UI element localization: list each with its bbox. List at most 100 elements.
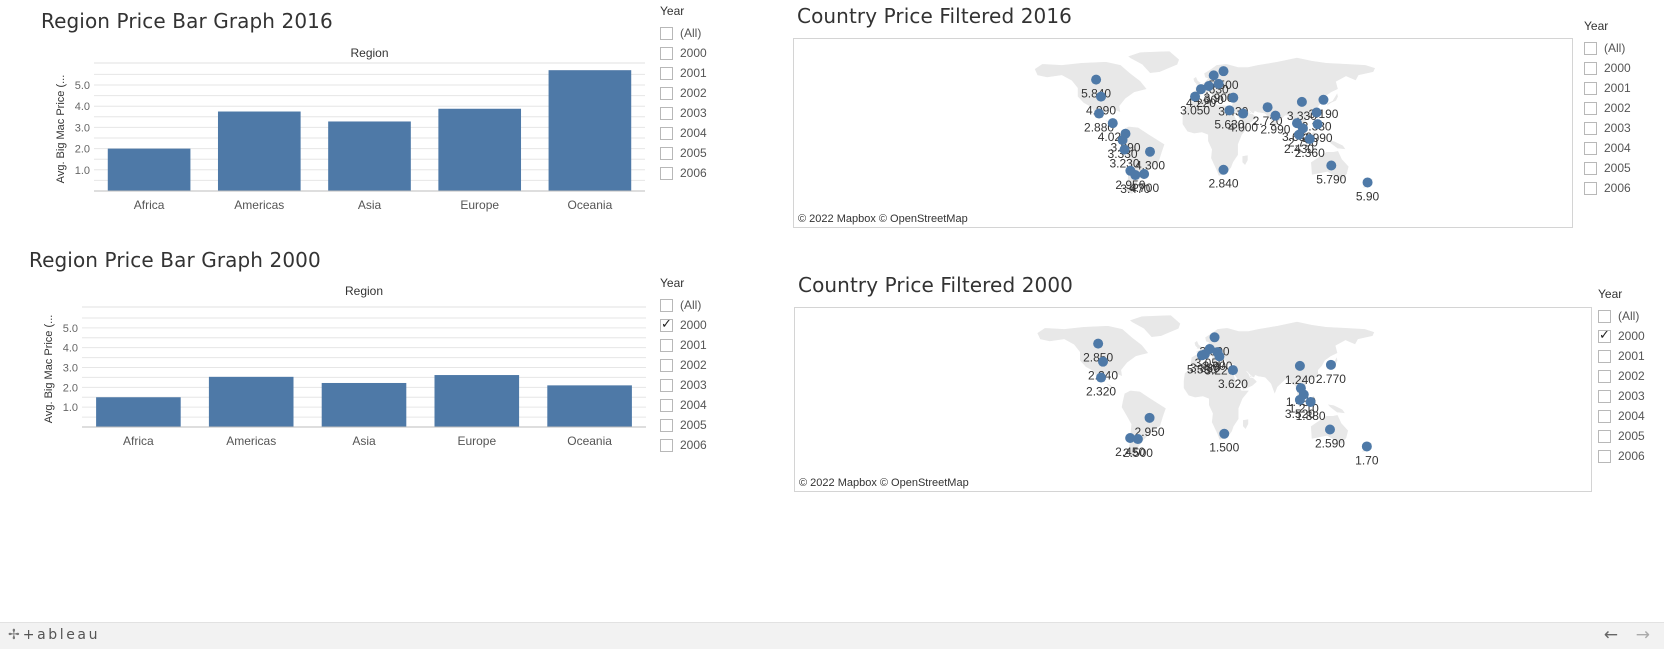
- country-mark[interactable]: [1094, 108, 1105, 119]
- year-option-2003[interactable]: 2003: [660, 375, 720, 395]
- year-option-2005[interactable]: 2005: [660, 143, 720, 163]
- year-option-2006[interactable]: 2006: [1598, 446, 1658, 466]
- country-mark[interactable]: [1130, 170, 1141, 181]
- country-mark[interactable]: [1203, 81, 1214, 91]
- country-mark[interactable]: [1262, 102, 1273, 113]
- year-checkbox[interactable]: [1598, 389, 1611, 403]
- country-mark[interactable]: [1318, 94, 1329, 105]
- country-mark[interactable]: [1324, 424, 1335, 435]
- country-mark[interactable]: [1096, 372, 1107, 383]
- country-mark[interactable]: [1325, 359, 1336, 370]
- year-checkbox[interactable]: [660, 26, 673, 40]
- country-mark[interactable]: [1296, 96, 1307, 107]
- map-2000-view[interactable]: 2.8502.2402.3202.4502.5002.9503.0003.050…: [794, 307, 1592, 492]
- country-mark[interactable]: [1125, 432, 1136, 443]
- country-mark[interactable]: [1214, 351, 1225, 362]
- year-option-all[interactable]: (All): [1598, 306, 1658, 326]
- country-mark[interactable]: [1227, 365, 1238, 376]
- country-mark[interactable]: [1190, 91, 1201, 102]
- year-checkbox[interactable]: [1584, 161, 1597, 175]
- bar-europe[interactable]: [438, 108, 522, 191]
- year-checkbox[interactable]: [1584, 121, 1597, 135]
- map-2016-view[interactable]: 5.8404.9902.8804.0203.8903.3303.2302.950…: [793, 38, 1573, 228]
- map-2016-canvas[interactable]: 5.8404.9902.8804.0203.8903.3303.2302.950…: [794, 39, 1572, 227]
- year-checkbox[interactable]: [1598, 328, 1611, 343]
- country-mark[interactable]: [1218, 164, 1229, 175]
- year-checkbox[interactable]: [660, 86, 673, 100]
- year-checkbox[interactable]: [660, 438, 673, 452]
- year-option-all[interactable]: (All): [660, 295, 720, 315]
- bar-oceania[interactable]: [548, 70, 632, 191]
- bar-americas[interactable]: [208, 376, 294, 427]
- map-2016-attribution[interactable]: © 2022 Mapbox © OpenStreetMap: [796, 213, 970, 225]
- country-mark[interactable]: [1139, 168, 1150, 179]
- country-mark[interactable]: [1132, 434, 1143, 445]
- year-option-2005[interactable]: 2005: [1584, 158, 1644, 178]
- country-mark[interactable]: [1218, 66, 1229, 77]
- country-mark[interactable]: [1326, 160, 1337, 171]
- bar-oceania[interactable]: [547, 385, 632, 427]
- year-option-2003[interactable]: 2003: [660, 103, 720, 123]
- bar-americas[interactable]: [217, 111, 301, 191]
- country-mark[interactable]: [1195, 84, 1206, 95]
- year-checkbox[interactable]: [660, 66, 673, 80]
- bar-europe[interactable]: [434, 375, 520, 427]
- year-checkbox[interactable]: [660, 106, 673, 120]
- country-mark[interactable]: [1144, 412, 1155, 423]
- year-option-2001[interactable]: 2001: [1584, 78, 1644, 98]
- year-checkbox[interactable]: [1584, 81, 1597, 95]
- year-checkbox[interactable]: [660, 126, 673, 140]
- year-checkbox[interactable]: [1598, 429, 1611, 443]
- year-option-2000[interactable]: 2000: [1598, 326, 1658, 346]
- year-checkbox[interactable]: [660, 146, 673, 160]
- year-option-2002[interactable]: 2002: [1584, 98, 1644, 118]
- year-checkbox[interactable]: [660, 317, 673, 332]
- country-mark[interactable]: [1361, 441, 1372, 452]
- year-checkbox[interactable]: [660, 358, 673, 372]
- year-option-2005[interactable]: 2005: [660, 415, 720, 435]
- country-mark[interactable]: [1091, 74, 1102, 85]
- year-checkbox[interactable]: [660, 378, 673, 392]
- year-checkbox[interactable]: [1598, 409, 1611, 423]
- country-mark[interactable]: [1208, 70, 1219, 81]
- year-checkbox[interactable]: [660, 298, 673, 312]
- country-mark[interactable]: [1362, 177, 1373, 188]
- country-mark[interactable]: [1219, 428, 1230, 439]
- country-mark[interactable]: [1312, 119, 1323, 130]
- country-mark[interactable]: [1304, 134, 1315, 144]
- year-checkbox[interactable]: [1598, 369, 1611, 383]
- year-checkbox[interactable]: [1598, 449, 1611, 463]
- year-option-2005[interactable]: 2005: [1598, 426, 1658, 446]
- bar-africa[interactable]: [96, 397, 181, 427]
- tableau-brand[interactable]: ✢ +ableau: [8, 627, 100, 643]
- country-mark[interactable]: [1119, 144, 1130, 155]
- year-option-2001[interactable]: 2001: [660, 335, 720, 355]
- year-option-2003[interactable]: 2003: [1598, 386, 1658, 406]
- country-mark[interactable]: [1117, 135, 1128, 146]
- country-mark[interactable]: [1107, 118, 1118, 129]
- year-checkbox[interactable]: [1584, 181, 1597, 195]
- year-option-2003[interactable]: 2003: [1584, 118, 1644, 138]
- year-option-2002[interactable]: 2002: [1598, 366, 1658, 386]
- year-option-2001[interactable]: 2001: [1598, 346, 1658, 366]
- country-mark[interactable]: [1213, 78, 1224, 89]
- year-option-2000[interactable]: 2000: [660, 315, 720, 335]
- country-mark[interactable]: [1294, 360, 1305, 371]
- year-option-2002[interactable]: 2002: [660, 355, 720, 375]
- year-checkbox[interactable]: [1598, 349, 1611, 363]
- country-mark[interactable]: [1298, 389, 1309, 400]
- year-option-2006[interactable]: 2006: [1584, 178, 1644, 198]
- year-option-2004[interactable]: 2004: [660, 395, 720, 415]
- country-mark[interactable]: [1098, 356, 1108, 367]
- year-checkbox[interactable]: [1584, 41, 1597, 55]
- map-2000-canvas[interactable]: 2.8502.2402.3202.4502.5002.9503.0003.050…: [795, 308, 1591, 491]
- year-option-all[interactable]: (All): [660, 23, 720, 43]
- year-option-2006[interactable]: 2006: [660, 163, 720, 183]
- country-mark[interactable]: [1224, 105, 1235, 116]
- year-checkbox[interactable]: [1584, 101, 1597, 115]
- year-checkbox[interactable]: [660, 398, 673, 412]
- country-mark[interactable]: [1311, 107, 1322, 118]
- bar-africa[interactable]: [107, 148, 191, 191]
- country-mark[interactable]: [1228, 92, 1239, 103]
- arrow-left-icon[interactable]: ←: [1603, 625, 1618, 645]
